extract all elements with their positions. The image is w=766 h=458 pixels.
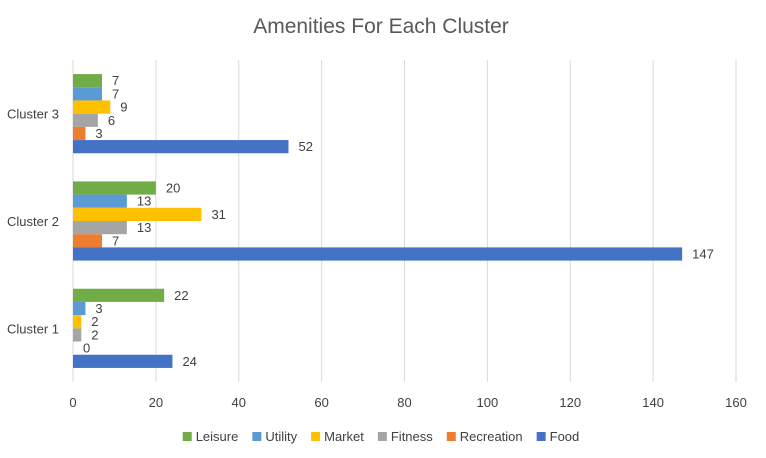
data-label-cluster-2-fitness: 13: [137, 220, 151, 235]
bar-cluster-3-recreation: [73, 126, 86, 141]
bar-cluster-1-food: [73, 354, 173, 368]
gridlines: [72, 60, 737, 382]
category-label-cluster-2: Cluster 2: [7, 214, 59, 229]
bar-cluster-2-market: [73, 207, 202, 221]
bar-cluster-2-recreation: [73, 234, 103, 248]
data-label-cluster-3-leisure: 7: [112, 73, 119, 88]
bar-cluster-3-market: [73, 100, 111, 114]
data-label-cluster-3-utility: 7: [112, 86, 119, 101]
legend: Leisure Utility Market Fitness Recreation Foo…: [182, 429, 580, 444]
x-tick-label-140: 140: [642, 395, 664, 410]
chart-title: Amenities For Each Cluster: [253, 15, 509, 38]
bar-cluster-1-leisure: [73, 288, 165, 302]
x-tick-label-40: 40: [232, 395, 246, 410]
bar-cluster-2-leisure: [73, 181, 156, 195]
data-label-cluster-1-leisure: 22: [174, 288, 188, 303]
data-label-cluster-1-market: 2: [91, 314, 98, 329]
data-label-cluster-1-food: 24: [182, 354, 196, 369]
legend-label-leisure: Leisure: [196, 429, 239, 444]
x-tick-label-100: 100: [477, 395, 499, 410]
data-label-cluster-3-market: 9: [120, 100, 127, 115]
legend-label-market: Market: [324, 429, 364, 444]
x-tick-label-120: 120: [559, 395, 581, 410]
legend-swatch-market: [311, 432, 321, 441]
bar-cluster-3-utility: [73, 87, 103, 101]
data-label-cluster-2-market: 31: [211, 207, 225, 222]
bars: [73, 74, 683, 368]
data-label-cluster-3-fitness: 6: [108, 113, 115, 128]
x-tick-label-60: 60: [314, 395, 328, 410]
data-label-cluster-2-leisure: 20: [166, 181, 180, 196]
bar-cluster-3-food: [73, 140, 289, 154]
legend-swatch-fitness: [377, 432, 387, 441]
bar-cluster-3-leisure: [73, 74, 103, 88]
y-axis-category-labels: Cluster 1 Cluster 2 Cluster 3: [7, 107, 59, 337]
data-label-cluster-2-recreation: 7: [112, 233, 119, 248]
legend-label-recreation: Recreation: [460, 429, 523, 444]
legend-swatch-food: [536, 432, 546, 441]
legend-label-fitness: Fitness: [391, 429, 433, 444]
x-tick-label-0: 0: [69, 395, 76, 410]
data-label-cluster-3-food: 52: [298, 139, 312, 154]
data-label-cluster-2-utility: 13: [137, 194, 151, 209]
x-tick-label-20: 20: [149, 395, 163, 410]
data-label-cluster-1-utility: 3: [95, 301, 102, 316]
bar-cluster-1-fitness: [73, 328, 82, 342]
bar-cluster-2-utility: [73, 194, 127, 208]
category-label-cluster-3: Cluster 3: [7, 107, 59, 122]
legend-label-food: Food: [550, 429, 580, 444]
x-axis-tick-labels: 0 20 40 60 80 100 120 140 160: [69, 395, 746, 410]
bar-cluster-1-market: [73, 315, 82, 329]
bar-cluster-2-fitness: [73, 221, 127, 235]
legend-swatch-utility: [252, 432, 262, 441]
bar-cluster-2-food: [73, 247, 683, 261]
legend-swatch-recreation: [446, 432, 456, 441]
data-label-cluster-3-recreation: 3: [95, 126, 102, 141]
data-label-cluster-1-recreation: 0: [83, 341, 90, 356]
legend-label-utility: Utility: [265, 429, 297, 444]
bar-cluster-1-utility: [73, 301, 86, 316]
x-tick-label-160: 160: [725, 395, 747, 410]
data-label-cluster-2-food: 147: [692, 247, 714, 262]
data-label-cluster-1-fitness: 2: [91, 327, 98, 342]
bar-cluster-3-fitness: [73, 113, 98, 127]
category-label-cluster-1: Cluster 1: [7, 321, 59, 336]
x-tick-label-80: 80: [397, 395, 411, 410]
legend-swatch-leisure: [182, 432, 192, 441]
